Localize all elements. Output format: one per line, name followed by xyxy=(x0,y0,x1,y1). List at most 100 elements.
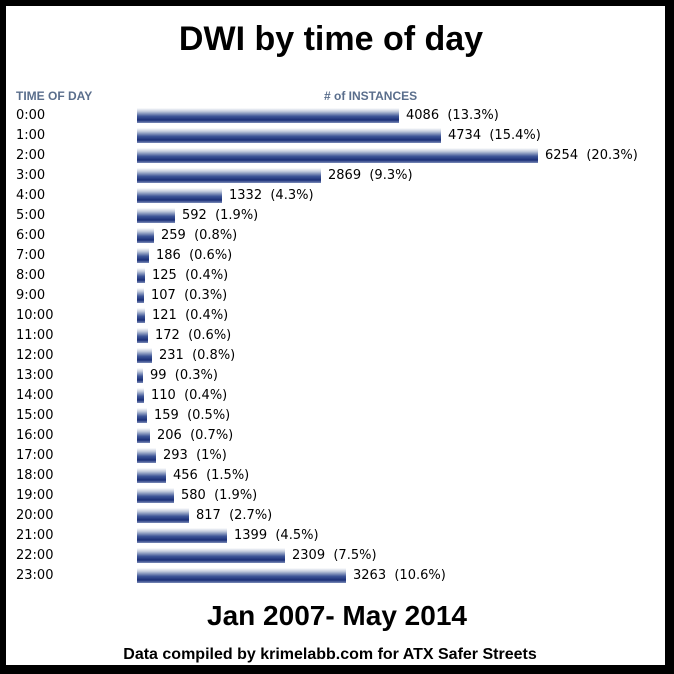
bar-row: 19:00 580 (1.9%) xyxy=(0,486,674,506)
bar xyxy=(137,388,144,403)
category-label: 7:00 xyxy=(16,248,46,263)
data-credit: Data compiled by krimelabb.com for ATX S… xyxy=(123,646,537,663)
value-label: 121 (0.4%) xyxy=(152,308,229,323)
bar xyxy=(137,328,148,343)
bar-row: 1:00 4734 (15.4%) xyxy=(0,126,674,146)
bar-row: 4:00 1332 (4.3%) xyxy=(0,186,674,206)
category-label: 20:00 xyxy=(16,508,54,523)
value-label: 6254 (20.3%) xyxy=(545,148,638,163)
bar xyxy=(137,448,156,463)
bar-row: 21:00 1399 (4.5%) xyxy=(0,526,674,546)
bar xyxy=(137,488,174,503)
bar-row: 14:00 110 (0.4%) xyxy=(0,386,674,406)
value-label: 107 (0.3%) xyxy=(151,288,228,303)
bar-row: 6:00 259 (0.8%) xyxy=(0,226,674,246)
category-label: 8:00 xyxy=(16,268,46,283)
bar-row: 16:00 206 (0.7%) xyxy=(0,426,674,446)
value-label: 1332 (4.3%) xyxy=(229,188,314,203)
date-range: Jan 2007- May 2014 xyxy=(207,600,467,631)
bar xyxy=(137,228,154,243)
bar xyxy=(137,468,166,483)
value-label: 4086 (13.3%) xyxy=(406,108,499,123)
category-label: 4:00 xyxy=(16,188,46,203)
category-label: 6:00 xyxy=(16,228,46,243)
bar-row: 5:00 592 (1.9%) xyxy=(0,206,674,226)
bar-row: 2:00 6254 (20.3%) xyxy=(0,146,674,166)
bar xyxy=(137,128,441,143)
y-axis-header: TIME OF DAY xyxy=(16,89,93,103)
bar-row: 9:00 107 (0.3%) xyxy=(0,286,674,306)
value-label: 259 (0.8%) xyxy=(161,228,238,243)
value-label: 2309 (7.5%) xyxy=(292,548,377,563)
bar-row: 20:00 817 (2.7%) xyxy=(0,506,674,526)
bar xyxy=(137,368,143,383)
bar-row: 13:00 99 (0.3%) xyxy=(0,366,674,386)
bar xyxy=(137,288,144,303)
bar-row: 8:00 125 (0.4%) xyxy=(0,266,674,286)
value-label: 817 (2.7%) xyxy=(196,508,273,523)
bar-row: 17:00 293 (1%) xyxy=(0,446,674,466)
category-label: 1:00 xyxy=(16,128,46,143)
value-label: 110 (0.4%) xyxy=(151,388,228,403)
category-label: 12:00 xyxy=(16,348,54,363)
category-label: 22:00 xyxy=(16,548,54,563)
bar xyxy=(137,528,227,543)
value-label: 186 (0.6%) xyxy=(156,248,233,263)
bar-row: 10:00 121 (0.4%) xyxy=(0,306,674,326)
category-label: 11:00 xyxy=(16,328,54,343)
bar-row: 23:00 3263 (10.6%) xyxy=(0,566,674,586)
bar-row: 18:00 456 (1.5%) xyxy=(0,466,674,486)
chart-title: DWI by time of day xyxy=(178,20,484,58)
value-label: 293 (1%) xyxy=(163,448,227,463)
category-label: 18:00 xyxy=(16,468,54,483)
category-label: 21:00 xyxy=(16,528,54,543)
category-label: 17:00 xyxy=(16,448,54,463)
value-label: 172 (0.6%) xyxy=(155,328,232,343)
bar-row: 15:00 159 (0.5%) xyxy=(0,406,674,426)
bar xyxy=(137,548,285,563)
bar-row: 11:00 172 (0.6%) xyxy=(0,326,674,346)
category-label: 23:00 xyxy=(16,568,54,583)
value-label: 2869 (9.3%) xyxy=(328,168,413,183)
bar xyxy=(137,428,150,443)
bar xyxy=(137,568,346,583)
category-label: 2:00 xyxy=(16,148,46,163)
bar xyxy=(137,408,147,423)
bar-row: 0:00 4086 (13.3%) xyxy=(0,106,674,126)
category-label: 16:00 xyxy=(16,428,54,443)
value-label: 99 (0.3%) xyxy=(150,368,218,383)
bar-row: 12:00 231 (0.8%) xyxy=(0,346,674,366)
bar-row: 7:00 186 (0.6%) xyxy=(0,246,674,266)
bar xyxy=(137,148,538,163)
value-label: 4734 (15.4%) xyxy=(448,128,541,143)
bar xyxy=(137,348,152,363)
category-label: 19:00 xyxy=(16,488,54,503)
value-label: 125 (0.4%) xyxy=(152,268,229,283)
category-label: 10:00 xyxy=(16,308,54,323)
value-label: 580 (1.9%) xyxy=(181,488,258,503)
bar xyxy=(137,308,145,323)
bar xyxy=(137,508,189,523)
bar-row: 3:00 2869 (9.3%) xyxy=(0,166,674,186)
category-label: 13:00 xyxy=(16,368,54,383)
bar xyxy=(137,208,175,223)
category-label: 15:00 xyxy=(16,408,54,423)
bar xyxy=(137,248,149,263)
bar xyxy=(137,168,321,183)
bar xyxy=(137,188,222,203)
value-label: 592 (1.9%) xyxy=(182,208,259,223)
category-label: 9:00 xyxy=(16,288,46,303)
x-axis-header: # of INSTANCES xyxy=(324,89,418,103)
value-label: 206 (0.7%) xyxy=(157,428,234,443)
category-label: 3:00 xyxy=(16,168,46,183)
category-label: 0:00 xyxy=(16,108,46,123)
value-label: 456 (1.5%) xyxy=(173,468,250,483)
value-label: 159 (0.5%) xyxy=(154,408,231,423)
bar-row: 22:00 2309 (7.5%) xyxy=(0,546,674,566)
category-label: 14:00 xyxy=(16,388,54,403)
value-label: 231 (0.8%) xyxy=(159,348,236,363)
value-label: 3263 (10.6%) xyxy=(353,568,446,583)
bar xyxy=(137,108,399,123)
value-label: 1399 (4.5%) xyxy=(234,528,319,543)
